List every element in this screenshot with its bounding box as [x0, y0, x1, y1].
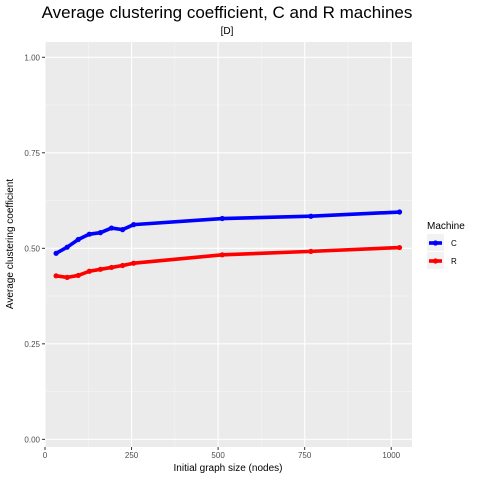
data-point-c [119, 226, 126, 233]
data-point-c [86, 231, 92, 237]
data-point-c [75, 236, 81, 243]
x-tick-label: 750 [298, 451, 312, 460]
series-layer [53, 209, 403, 280]
y-tick-label: 0.75 [24, 149, 40, 158]
x-tick-label: 0 [43, 451, 48, 460]
legend-title: Machine [427, 221, 465, 232]
data-point-r [119, 262, 126, 269]
chart-subtitle: [D] [221, 26, 234, 37]
data-point-c [64, 244, 70, 250]
legend-label-r: R [451, 257, 457, 266]
x-axis-label: Initial graph size (nodes) [174, 463, 283, 474]
legend-items: CR [427, 234, 457, 269]
data-point-c [308, 213, 314, 219]
data-point-r [53, 273, 59, 279]
legend-label-c: C [451, 239, 457, 248]
data-point-c [396, 209, 403, 215]
data-point-r [108, 264, 115, 271]
grid-minor [45, 42, 412, 447]
data-point-r [86, 268, 92, 274]
grid-major [44, 42, 412, 447]
y-tick-label: 1.00 [24, 53, 40, 62]
data-point-r [64, 274, 70, 280]
data-point-r [131, 260, 137, 266]
x-axis-ticks: 0 250 500 750 1000 [43, 447, 401, 460]
data-point-c [219, 215, 225, 222]
legend-key-point-c [432, 240, 439, 246]
y-tick-label: 0.00 [24, 435, 40, 444]
y-axis-ticks: 0.00 0.25 0.50 0.75 1.00 [24, 53, 45, 444]
legend-key-point-r [432, 258, 439, 264]
data-point-c [108, 225, 115, 231]
x-tick-label: 500 [211, 451, 225, 460]
chart-title: Average clustering coefficient, C and R … [42, 3, 413, 22]
data-point-r [97, 266, 103, 272]
legend: Machine CR [427, 221, 465, 269]
data-point-c [131, 222, 137, 228]
y-tick-label: 0.50 [24, 244, 40, 253]
y-tick-label: 0.25 [24, 340, 40, 349]
data-point-c [97, 230, 103, 236]
data-point-r [308, 248, 314, 254]
y-axis-label: Average clustering coefficient [5, 179, 16, 309]
x-tick-label: 250 [125, 451, 139, 460]
data-point-r [396, 244, 403, 251]
plot-panel [45, 42, 412, 447]
x-tick-label: 1000 [382, 451, 400, 460]
data-point-r [75, 272, 81, 279]
data-point-c [53, 250, 59, 256]
data-point-r [219, 252, 225, 258]
